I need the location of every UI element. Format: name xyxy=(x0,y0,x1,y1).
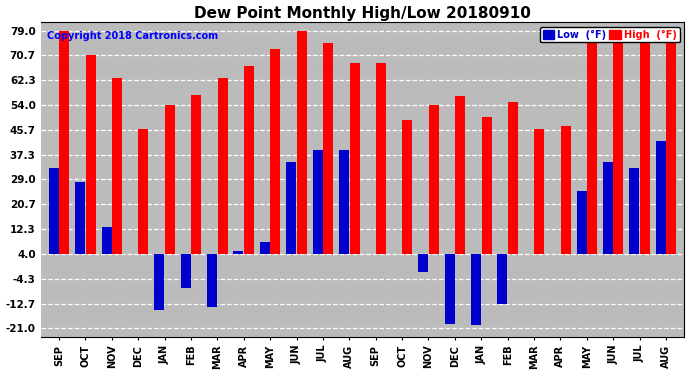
Bar xyxy=(603,162,613,254)
Bar xyxy=(428,105,439,254)
Bar xyxy=(497,254,507,304)
Bar xyxy=(181,254,190,288)
Bar xyxy=(418,254,428,272)
Bar xyxy=(613,31,624,254)
Bar xyxy=(667,31,676,254)
Bar xyxy=(207,254,217,308)
Bar xyxy=(471,254,481,325)
Bar xyxy=(270,48,280,254)
Legend: Low  (°F), High  (°F): Low (°F), High (°F) xyxy=(540,27,680,42)
Bar xyxy=(629,168,640,254)
Bar xyxy=(339,150,349,254)
Bar xyxy=(49,168,59,254)
Bar xyxy=(561,126,571,254)
Text: Copyright 2018 Cartronics.com: Copyright 2018 Cartronics.com xyxy=(47,31,218,41)
Bar xyxy=(534,129,544,254)
Bar xyxy=(482,117,491,254)
Bar xyxy=(139,129,148,254)
Title: Dew Point Monthly High/Low 20180910: Dew Point Monthly High/Low 20180910 xyxy=(194,6,531,21)
Bar xyxy=(455,96,465,254)
Bar xyxy=(86,56,96,254)
Bar xyxy=(313,150,323,254)
Bar xyxy=(656,141,666,254)
Bar xyxy=(155,254,164,310)
Bar xyxy=(191,94,201,254)
Bar xyxy=(112,78,122,254)
Bar xyxy=(587,42,597,254)
Bar xyxy=(286,162,296,254)
Bar xyxy=(323,42,333,254)
Bar xyxy=(297,31,307,254)
Bar xyxy=(244,66,254,254)
Bar xyxy=(101,227,112,254)
Bar xyxy=(260,242,270,254)
Bar xyxy=(577,191,586,254)
Bar xyxy=(508,102,518,254)
Bar xyxy=(350,63,359,254)
Bar xyxy=(444,254,455,324)
Bar xyxy=(402,120,413,254)
Bar xyxy=(165,105,175,254)
Bar xyxy=(376,63,386,254)
Bar xyxy=(640,31,650,254)
Bar xyxy=(59,31,69,254)
Bar xyxy=(217,78,228,254)
Bar xyxy=(75,182,85,254)
Bar xyxy=(233,251,244,254)
